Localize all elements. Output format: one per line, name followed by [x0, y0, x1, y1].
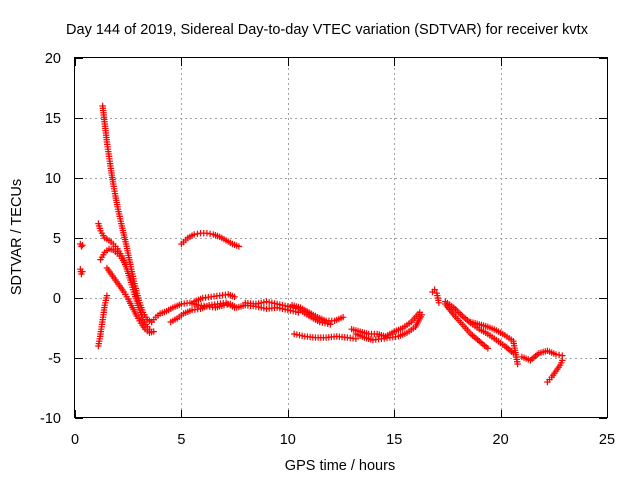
data-series-sdtvar: [77, 102, 566, 386]
x-tick-label: 15: [386, 432, 402, 448]
x-axis-tick-labels: 0 5 10 15 20 25: [71, 432, 615, 448]
data-point: [484, 345, 492, 352]
x-tick-label: 5: [177, 432, 185, 448]
data-point: [79, 268, 86, 275]
data-point: [231, 293, 238, 300]
data-point: [431, 286, 438, 293]
y-tick-label: 0: [53, 291, 61, 307]
plot-frame: [74, 57, 608, 418]
x-tick-label: 25: [599, 432, 615, 448]
x-tick-label: 0: [71, 432, 79, 448]
axis-ticks: [75, 58, 608, 419]
data-point: [78, 243, 85, 250]
y-axis-tick-labels: -10 -5 0 5 10 15 20: [40, 51, 61, 427]
data-point: [435, 299, 443, 306]
data-point: [79, 242, 86, 249]
data-point: [559, 357, 566, 364]
data-point: [418, 311, 426, 318]
data-point: [514, 360, 521, 368]
data-point: [150, 328, 157, 335]
x-tick-label: 20: [493, 432, 509, 448]
gridlines: [75, 58, 607, 418]
x-tick-label: 10: [280, 432, 296, 448]
y-tick-label: 10: [45, 171, 61, 187]
data-point: [122, 261, 130, 268]
data-point: [235, 243, 243, 250]
y-tick-label: 20: [45, 51, 61, 67]
data-point: [103, 292, 111, 299]
y-tick-label: -10: [40, 411, 61, 427]
y-tick-label: -5: [48, 351, 61, 367]
y-axis-label: SDTVAR / TECUs: [9, 179, 25, 295]
data-point: [327, 321, 334, 328]
data-point: [339, 314, 347, 321]
data-point: [231, 304, 238, 311]
chart-title: Day 144 of 2019, Sidereal Day-to-day VTE…: [66, 22, 589, 38]
y-tick-label: 5: [53, 231, 61, 247]
x-axis-label: GPS time / hours: [285, 458, 395, 474]
y-tick-label: 15: [45, 111, 61, 127]
